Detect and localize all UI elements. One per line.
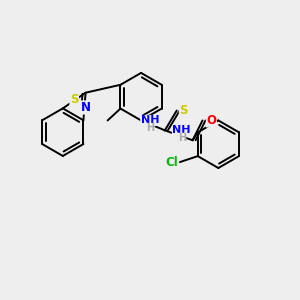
Text: S: S: [70, 93, 79, 106]
Text: H: H: [146, 123, 154, 134]
Text: N: N: [80, 101, 91, 114]
Text: NH: NH: [141, 116, 159, 125]
Text: NH: NH: [172, 125, 191, 135]
Text: S: S: [179, 104, 188, 117]
Text: Cl: Cl: [166, 156, 178, 169]
Text: O: O: [206, 114, 216, 127]
Text: H: H: [178, 133, 186, 143]
